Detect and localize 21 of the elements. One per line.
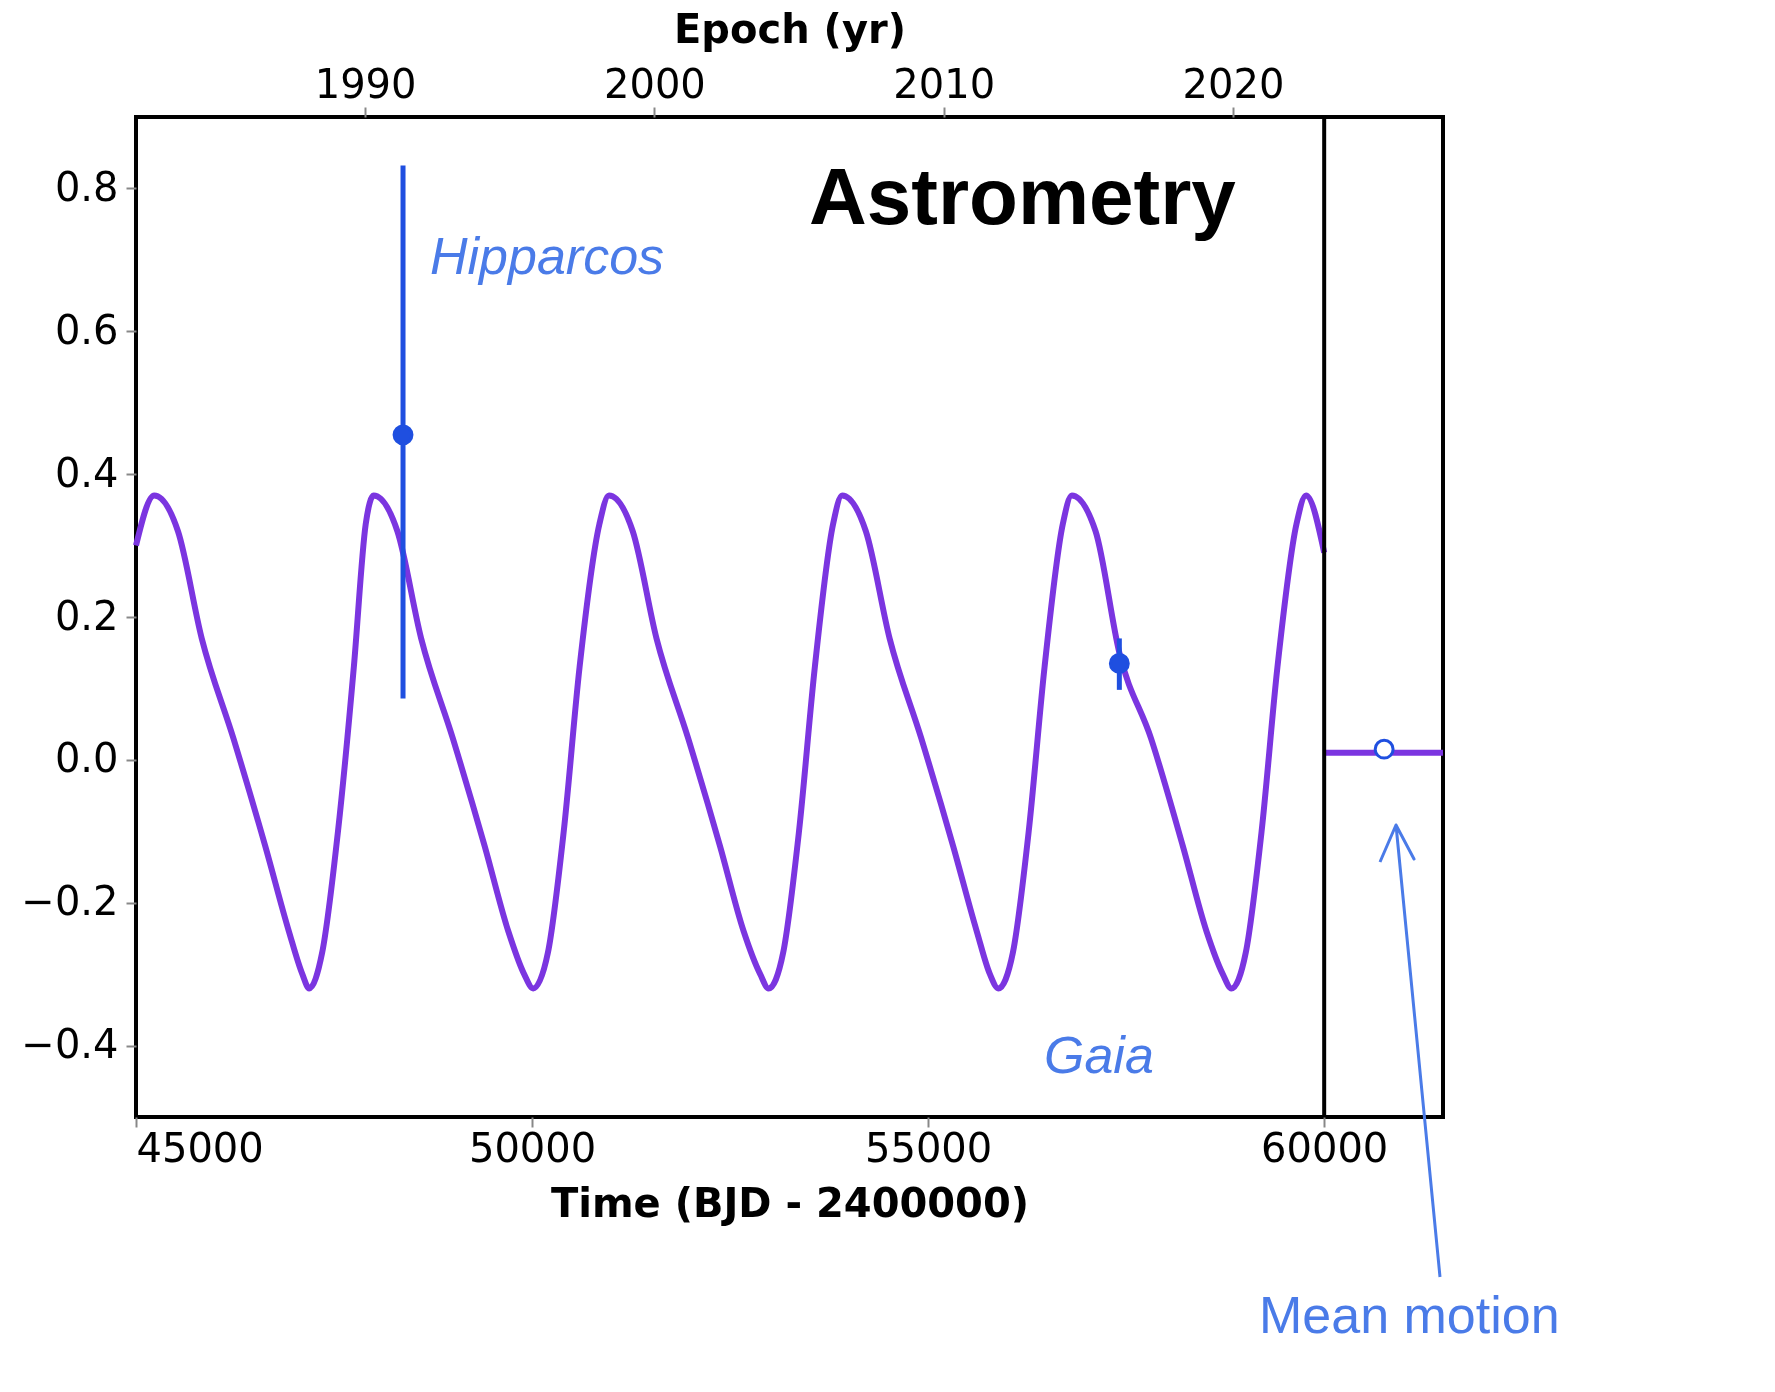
- x2-tick-label: 2010: [893, 60, 996, 107]
- x2-tick-label: 2020: [1182, 60, 1285, 107]
- y-tick-label: −0.2: [21, 878, 119, 925]
- x-tick-label: 55000: [865, 1124, 993, 1171]
- x-tick-label: 50000: [468, 1124, 597, 1171]
- y-tick-label: 0.0: [54, 735, 119, 782]
- annotation: Gaia: [1044, 1026, 1154, 1084]
- x-tick-label: 45000: [136, 1124, 264, 1171]
- x2-tick-label: 2000: [604, 60, 706, 107]
- x2-axis-title: Epoch (yr): [674, 5, 906, 52]
- x-tick-label: 60000: [1261, 1124, 1389, 1171]
- chart-title: Astrometry: [809, 152, 1237, 241]
- y-tick-label: 0.2: [54, 592, 119, 639]
- y-tick-label: −0.4: [21, 1021, 119, 1068]
- y-tick-label: 0.8: [54, 163, 119, 210]
- y-tick-label: 0.4: [54, 449, 119, 496]
- y-tick-label: 0.6: [54, 306, 119, 353]
- text: Mean motion: [1259, 1286, 1560, 1344]
- x2-tick-label: 1990: [314, 60, 417, 107]
- x-axis-title: Time (BJD - 2400000): [550, 1179, 1030, 1226]
- annotation: Hipparcos: [430, 227, 665, 285]
